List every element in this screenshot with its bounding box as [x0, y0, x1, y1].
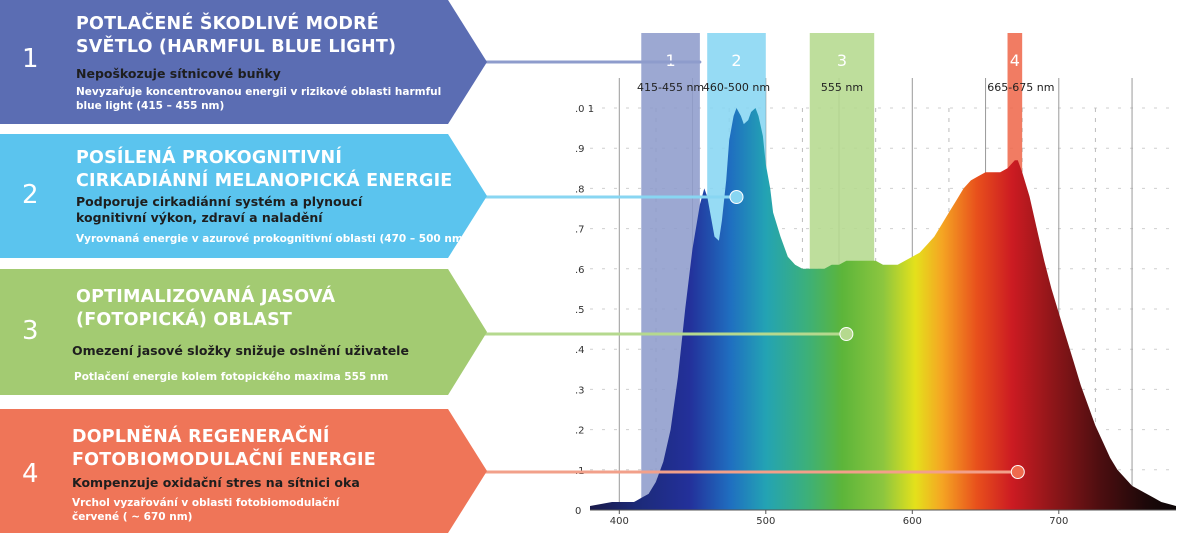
x-tick-label: 600	[903, 516, 922, 527]
panel-number: 1	[22, 44, 39, 74]
panel-subtitle: Kompenzuje oxidační stres na sítnici oka	[72, 475, 360, 490]
panel-title: POTLAČENÉ ŠKODLIVÉ MODRÉ SVĚTLO (HARMFUL…	[76, 14, 397, 57]
x-tick-label: 400	[610, 516, 629, 527]
panel-connectors	[480, 60, 1025, 479]
y-tick-label: .5	[575, 305, 585, 316]
band-number: 2	[731, 51, 741, 70]
panel-description: Vrchol vyzařování v oblasti fotobiomodul…	[72, 497, 340, 523]
band-label: 665-675 nm	[987, 81, 1054, 94]
y-tick-label: .2	[575, 426, 585, 437]
band-label: 460-500 nm	[703, 81, 770, 94]
panel-subtitle: Nepoškozuje sítnicové buňky	[76, 66, 281, 81]
y-tick-label: .0 1	[575, 104, 594, 115]
band-label: 555 nm	[821, 81, 863, 94]
x-tick-label: 700	[1049, 516, 1068, 527]
connector-dot-4	[1010, 465, 1025, 479]
panel-number: 3	[22, 316, 39, 346]
panel-photopic-region: 3 OPTIMALIZOVANÁ JASOVÁ (FOTOPICKÁ) OBLA…	[0, 269, 487, 395]
panel-description: Vyrovnaná energie v azurové prokognitivn…	[76, 233, 468, 245]
band-label: 415-455 nm	[637, 81, 704, 94]
x-tick-label: 500	[756, 516, 775, 527]
panel-title: OPTIMALIZOVANÁ JASOVÁ (FOTOPICKÁ) OBLAST	[76, 287, 336, 330]
y-tick-label: .6	[575, 265, 585, 276]
band-number: 4	[1010, 51, 1020, 70]
panel-harmful-blue-light: 1 POTLAČENÉ ŠKODLIVÉ MODRÉ SVĚTLO (HARMF…	[0, 0, 487, 124]
y-tick-label: .8	[575, 184, 585, 195]
y-tick-label: 0	[575, 506, 581, 517]
panel-title: POSÍLENÁ PROKOGNITIVNÍ CIRKADIÁNNÍ MELAN…	[76, 148, 453, 191]
panel-photobiomodulation: 4 DOPLNĚNÁ REGENERAČNÍ FOTOBIOMODULAČNÍ …	[0, 409, 487, 533]
connector-dot-3	[839, 327, 854, 341]
panel-title: DOPLNĚNÁ REGENERAČNÍ FOTOBIOMODULAČNÍ EN…	[72, 427, 376, 470]
y-tick-label: .3	[575, 385, 585, 396]
band-number: 3	[837, 51, 847, 70]
panel-melanopic-energy: 2 POSÍLENÁ PROKOGNITIVNÍ CIRKADIÁNNÍ MEL…	[0, 134, 487, 258]
panel-number: 2	[22, 180, 39, 210]
y-tick-label: .9	[575, 144, 585, 155]
y-tick-label: .7	[575, 225, 585, 236]
spectrum-area	[590, 108, 1176, 510]
y-tick-label: .4	[575, 345, 585, 356]
panel-number: 4	[22, 459, 39, 489]
panel-description: Potlačení energie kolem fotopického maxi…	[74, 371, 389, 383]
panel-description: Nevyzařuje koncentrovanou energii v rizi…	[76, 86, 442, 112]
panel-subtitle: Omezení jasové složky snižuje oslnění už…	[72, 343, 409, 358]
connector-dot-2	[729, 190, 744, 204]
panel-subtitle: Podporuje cirkadiánní systém a plynoucí …	[76, 194, 363, 225]
